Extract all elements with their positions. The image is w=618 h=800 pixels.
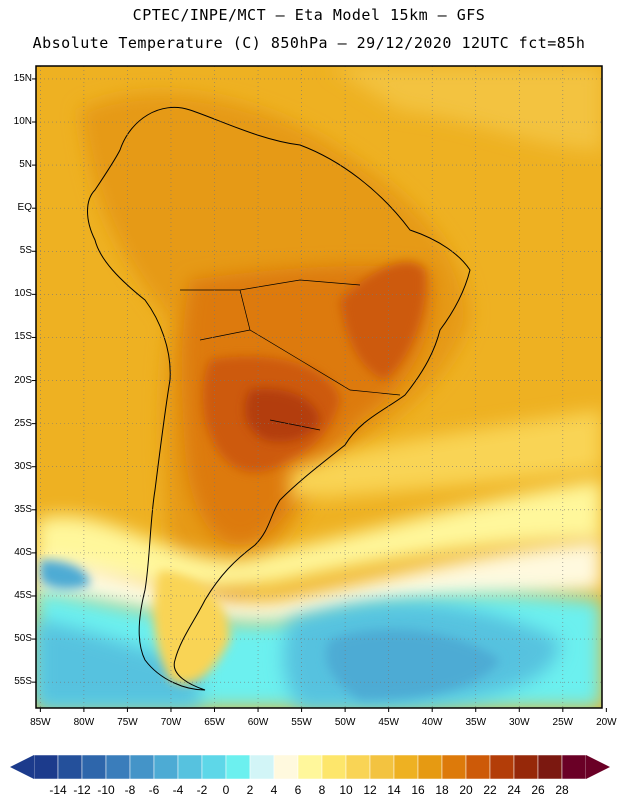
colorbar-bin (177, 754, 203, 780)
colorbar-low-arrow (10, 755, 34, 779)
lat-label: 45S (14, 589, 32, 601)
lon-label: 20W (596, 717, 617, 728)
colorbar-bin (105, 754, 131, 780)
lon-label: 30W (508, 717, 530, 728)
colorbar-bin (561, 754, 587, 780)
colorbar-label: 24 (507, 783, 521, 797)
colorbar-bin (225, 754, 251, 780)
colorbar-label: -4 (172, 783, 184, 797)
lat-label: 5N (19, 159, 32, 171)
lat-label: 15S (14, 331, 32, 343)
coastline (87, 106, 471, 691)
lon-label: 80W (73, 717, 95, 728)
temperature-field (36, 66, 602, 708)
lon-label: 60W (247, 717, 269, 728)
lat-label: 55S (14, 676, 32, 688)
colorbar-bin (57, 754, 83, 780)
colorbar-label: 2 (246, 783, 254, 797)
colorbar-label: 26 (531, 783, 545, 797)
lat-label: 5S (19, 245, 32, 257)
colorbar-bin (489, 754, 515, 780)
colorbar (10, 754, 610, 780)
colorbar-label: 10 (339, 783, 353, 797)
colorbar-label: -2 (196, 783, 208, 797)
colorbar-bin (249, 754, 275, 780)
lon-label: 55W (291, 717, 312, 728)
colorbar-bin (33, 754, 59, 780)
colorbar-bin (465, 754, 491, 780)
lon-label: 35W (465, 717, 487, 728)
lat-label: 30S (14, 460, 32, 472)
lon-label: 85W (30, 717, 51, 728)
colorbar-label: -14 (49, 783, 67, 797)
lon-label: 75W (117, 717, 138, 728)
colorbar-bin (321, 754, 347, 780)
colorbar-label: 4 (270, 783, 278, 797)
colorbar-label: -8 (124, 783, 136, 797)
lon-label: 65W (204, 717, 225, 728)
lon-label: 25W (552, 717, 574, 728)
map-frame (35, 65, 603, 709)
colorbar-bin (153, 754, 179, 780)
colorbar-bin (273, 754, 299, 780)
colorbar-bin (201, 754, 227, 780)
colorbar-bin (537, 754, 563, 780)
colorbar-bin (369, 754, 395, 780)
colorbar-bin (513, 754, 539, 780)
lat-label: 15N (13, 72, 32, 84)
chart-subtitle: Absolute Temperature (C) 850hPa – 29/12/… (32, 34, 586, 52)
colorbar-bin (441, 754, 467, 780)
chart-title: CPTEC/INPE/MCT – Eta Model 15km – GFS (132, 6, 486, 24)
colorbar-bin (297, 754, 323, 780)
colorbar-label: 6 (294, 783, 302, 797)
colorbar-label: 28 (555, 783, 569, 797)
colorbar-bin (81, 754, 107, 780)
lat-label: 20S (14, 374, 32, 386)
colorbar-bin (129, 754, 155, 780)
colorbar-label: 14 (387, 783, 401, 797)
colorbar-bin (417, 754, 443, 780)
colorbar-label: -10 (97, 783, 115, 797)
lat-label: 35S (14, 503, 32, 515)
colorbar-label: -6 (148, 783, 160, 797)
lon-label: 40W (421, 717, 443, 728)
colorbar-label: 20 (459, 783, 473, 797)
colorbar-label: -12 (73, 783, 91, 797)
colorbar-bin (393, 754, 419, 780)
colorbar-high-arrow (586, 755, 610, 779)
lat-label: 25S (14, 417, 32, 429)
colorbar-bin (345, 754, 371, 780)
lon-label: 70W (160, 717, 182, 728)
colorbar-label: 0 (222, 783, 230, 797)
colorbar-label: 22 (483, 783, 497, 797)
lat-label: 10S (14, 288, 32, 300)
lon-label: 45W (378, 717, 399, 728)
colorbar-label: 8 (318, 783, 326, 797)
lon-label: 50W (334, 717, 356, 728)
colorbar-label: 18 (435, 783, 449, 797)
lat-label: 50S (14, 633, 32, 645)
lat-label: 10N (13, 116, 32, 127)
lat-label: 40S (14, 546, 32, 558)
lat-label: EQ (17, 202, 32, 214)
colorbar-label: 16 (411, 783, 425, 797)
colorbar-label: 12 (363, 783, 377, 797)
